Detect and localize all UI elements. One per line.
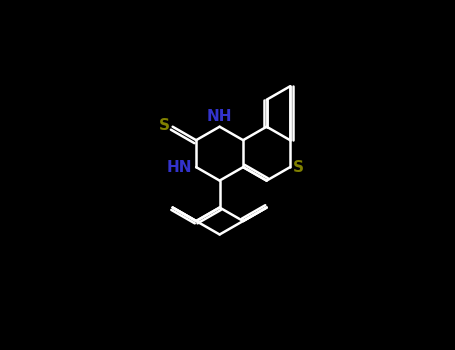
Text: S: S bbox=[159, 118, 170, 133]
Text: HN: HN bbox=[167, 160, 192, 175]
Text: NH: NH bbox=[207, 110, 233, 124]
Text: S: S bbox=[293, 160, 303, 175]
